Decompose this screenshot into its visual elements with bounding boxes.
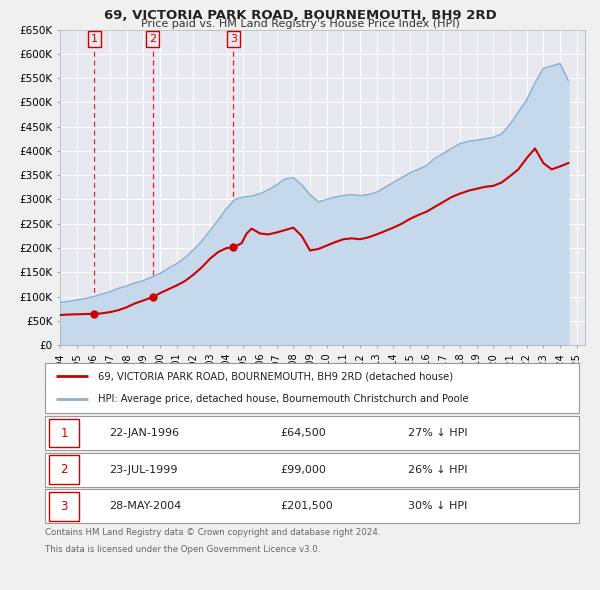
Text: 69, VICTORIA PARK ROAD, BOURNEMOUTH, BH9 2RD: 69, VICTORIA PARK ROAD, BOURNEMOUTH, BH9…: [104, 9, 496, 22]
Text: 26% ↓ HPI: 26% ↓ HPI: [408, 465, 467, 474]
Text: 30% ↓ HPI: 30% ↓ HPI: [408, 502, 467, 511]
Text: 69, VICTORIA PARK ROAD, BOURNEMOUTH, BH9 2RD (detached house): 69, VICTORIA PARK ROAD, BOURNEMOUTH, BH9…: [98, 371, 454, 381]
Text: Contains HM Land Registry data © Crown copyright and database right 2024.: Contains HM Land Registry data © Crown c…: [45, 528, 380, 537]
Text: 1: 1: [60, 427, 68, 440]
Text: £201,500: £201,500: [280, 502, 333, 511]
Bar: [49, 419, 79, 447]
Text: 2: 2: [149, 34, 156, 44]
Bar: [49, 455, 79, 484]
Text: Price paid vs. HM Land Registry's House Price Index (HPI): Price paid vs. HM Land Registry's House …: [140, 19, 460, 30]
Text: This data is licensed under the Open Government Licence v3.0.: This data is licensed under the Open Gov…: [45, 545, 320, 553]
Text: 3: 3: [60, 500, 68, 513]
Text: 22-JAN-1996: 22-JAN-1996: [109, 428, 179, 438]
Text: £64,500: £64,500: [280, 428, 326, 438]
Text: £99,000: £99,000: [280, 465, 326, 474]
Text: 1: 1: [91, 34, 98, 44]
Text: 2: 2: [60, 463, 68, 476]
Text: 23-JUL-1999: 23-JUL-1999: [109, 465, 178, 474]
Bar: [49, 492, 79, 520]
Text: 27% ↓ HPI: 27% ↓ HPI: [408, 428, 468, 438]
Text: 3: 3: [230, 34, 237, 44]
Text: 28-MAY-2004: 28-MAY-2004: [109, 502, 181, 511]
Text: HPI: Average price, detached house, Bournemouth Christchurch and Poole: HPI: Average price, detached house, Bour…: [98, 395, 469, 405]
